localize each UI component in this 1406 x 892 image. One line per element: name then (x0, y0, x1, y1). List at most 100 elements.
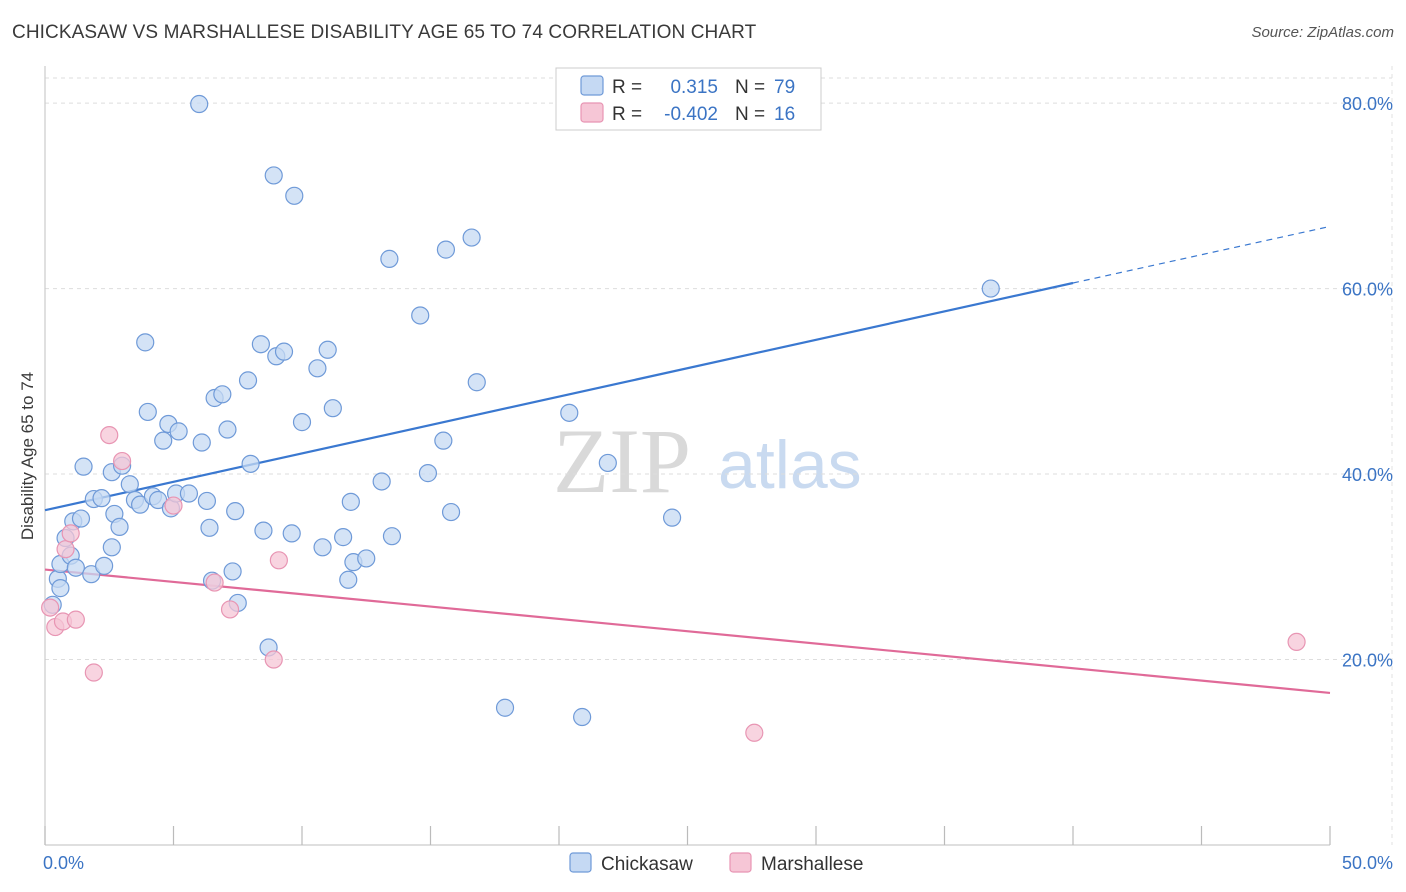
chickasaw-point (169, 422, 188, 441)
legend-r-label-1: R = (612, 77, 642, 98)
y-axis-title: Disability Age 65 to 74 (18, 372, 37, 540)
y-tick-label: 80.0% (1342, 94, 1393, 114)
legend-swatch-chickasaw (580, 75, 604, 96)
chickasaw-point (71, 509, 91, 528)
chickasaw-point (264, 166, 283, 185)
chickasaw-point (292, 413, 312, 432)
bottom-legend-swatch-chickasaw (569, 852, 592, 873)
chickasaw-point (560, 403, 579, 422)
trend-lines (44, 225, 1331, 695)
chickasaw-point (95, 556, 114, 575)
y-tick-label: 60.0% (1342, 280, 1393, 300)
x-tick-label-max: 50.0% (1342, 853, 1393, 873)
watermark-zip: ZIP (553, 410, 691, 512)
data-points (41, 94, 1306, 742)
watermark-atlas: atlas (718, 427, 862, 503)
chickasaw-point (254, 521, 273, 540)
chickasaw-point (313, 538, 332, 557)
chickasaw-point (981, 279, 1000, 298)
chickasaw-point (334, 528, 353, 547)
chickasaw-point (382, 527, 402, 546)
chickasaw-point (51, 579, 70, 598)
y-tick-label: 40.0% (1342, 465, 1393, 485)
chickasaw-point (66, 558, 85, 577)
chickasaw-point (573, 707, 592, 727)
chickasaw-point (357, 549, 376, 568)
legend-n-value-2: 16 (774, 104, 795, 125)
chart-title: CHICKASAW VS MARSHALLESE DISABILITY AGE … (12, 22, 757, 43)
marshallese-point (1287, 632, 1306, 652)
legend-r-value-2: -0.402 (664, 104, 718, 125)
marshallese-point (205, 573, 224, 592)
chickasaw-point (92, 489, 111, 508)
chickasaw-point (380, 249, 399, 268)
marshallese-point (112, 451, 132, 471)
chickasaw-point (179, 484, 199, 503)
marshallese-point (84, 663, 103, 682)
chickasaw-point (462, 228, 481, 247)
x-tick-label-min: 0.0% (43, 853, 84, 873)
marshallese-point (66, 610, 85, 629)
chickasaw-point (372, 472, 391, 491)
marshallese-point (100, 425, 119, 445)
chickasaw-point (154, 431, 173, 450)
chickasaw-point (467, 373, 486, 392)
chickasaw-trend-line (44, 281, 1074, 512)
chickasaw-point (274, 342, 294, 361)
chickasaw-point (285, 186, 304, 205)
chickasaw-point (190, 94, 209, 114)
marshallese-point (220, 600, 240, 619)
chickasaw-point (318, 340, 337, 359)
chickasaw-point (251, 335, 270, 354)
marshallese-point (41, 598, 60, 617)
correlation-legend: R = 0.315 N = 79 R = -0.402 N = 16 (555, 67, 822, 131)
chickasaw-point (120, 475, 139, 494)
chickasaw-point (662, 508, 682, 527)
legend-swatch-marshallese (580, 102, 604, 123)
marshallese-point (269, 551, 288, 570)
marshallese-point (745, 723, 764, 742)
bottom-legend-marshallese: Marshallese (761, 854, 863, 875)
chickasaw-point (192, 433, 211, 452)
chickasaw-point (218, 420, 237, 439)
bottom-legend-chickasaw: Chickasaw (601, 854, 693, 875)
series-legend: Chickasaw Marshallese (569, 852, 863, 875)
chickasaw-point (138, 402, 157, 422)
axes: 20.0% 40.0% 60.0% 80.0% 0.0% 50.0% (43, 66, 1393, 873)
chickasaw-point (136, 333, 155, 352)
chickasaw-point (213, 385, 232, 404)
chickasaw-point (197, 491, 217, 511)
chickasaw-point (495, 698, 515, 717)
bottom-legend-swatch-marshallese (729, 852, 752, 873)
y-tick-label: 20.0% (1342, 651, 1393, 671)
legend-n-label-1: N = (735, 77, 765, 98)
chickasaw-point (441, 502, 461, 522)
chickasaw-point (238, 371, 258, 390)
chickasaw-point (226, 502, 245, 521)
chickasaw-point (282, 524, 301, 543)
legend-r-value-1: 0.315 (670, 77, 718, 98)
chickasaw-point (130, 495, 150, 514)
marshallese-point (61, 524, 80, 543)
chickasaw-point (82, 565, 101, 584)
chickasaw-point (241, 454, 260, 473)
chart-source: Source: ZipAtlas.com (1251, 24, 1394, 41)
marshallese-point (264, 650, 283, 669)
chickasaw-point (418, 464, 438, 483)
marshallese-point (164, 496, 183, 515)
chickasaw-point (598, 453, 617, 473)
marshallese-point (56, 540, 75, 559)
legend-n-value-1: 79 (774, 77, 795, 98)
chickasaw-point (74, 457, 93, 476)
chickasaw-point (323, 399, 342, 418)
chickasaw-point (308, 359, 327, 378)
chickasaw-point (434, 431, 453, 450)
marshallese-trend-line (44, 568, 1331, 695)
legend-r-label-2: R = (612, 104, 642, 125)
chickasaw-point (223, 562, 242, 581)
chickasaw-point (411, 306, 430, 325)
chickasaw-point (102, 538, 121, 557)
watermark: ZIP atlas (553, 410, 862, 512)
chickasaw-point (339, 570, 358, 589)
